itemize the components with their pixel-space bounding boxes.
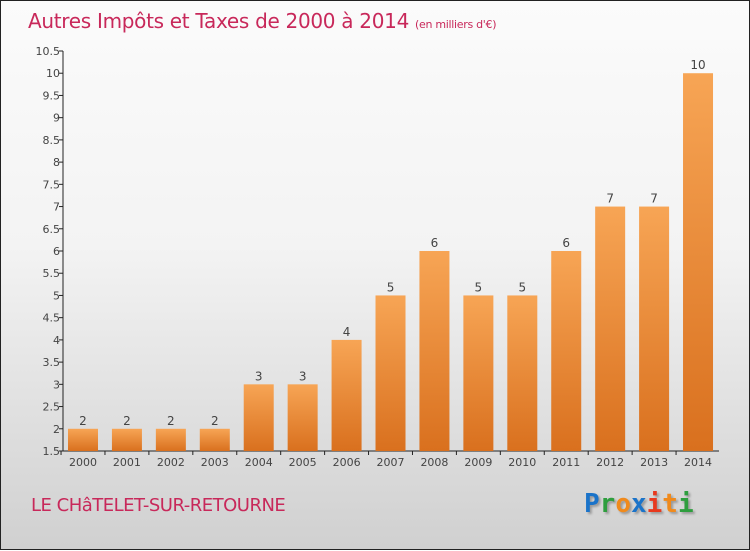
title-text: Autres Impôts et Taxes de 2000 à 2014 <box>28 9 409 33</box>
data-label: 7 <box>606 192 614 206</box>
logo-letter: o <box>615 489 631 519</box>
bar <box>199 428 230 451</box>
x-tick-label: 2008 <box>420 456 448 469</box>
logo-letter: t <box>662 489 678 519</box>
chart-subtitle: (en milliers d'€) <box>415 18 497 31</box>
data-label: 10 <box>690 58 705 72</box>
logo-letter: i <box>677 489 694 519</box>
x-tick-label: 2002 <box>157 456 185 469</box>
data-label: 2 <box>167 414 175 428</box>
y-tick-label: 3 <box>53 378 60 391</box>
bar <box>639 206 670 451</box>
x-tick-label: 2012 <box>596 456 624 469</box>
bar <box>331 339 362 451</box>
logo-letter: x <box>630 489 647 519</box>
bar <box>68 428 98 451</box>
x-tick-label: 2005 <box>289 456 317 469</box>
data-label: 6 <box>562 236 570 250</box>
bar <box>419 251 450 451</box>
x-tick-label: 2014 <box>684 456 712 469</box>
y-tick-label: 2.5 <box>43 401 61 414</box>
bar <box>595 206 626 451</box>
logo-letter: P <box>584 489 600 519</box>
data-label: 6 <box>431 236 439 250</box>
y-tick-label: 7 <box>53 201 60 214</box>
bar <box>155 428 186 451</box>
data-label: 5 <box>387 280 395 294</box>
x-tick-label: 2001 <box>113 456 141 469</box>
y-tick-label: 10.5 <box>36 45 61 58</box>
x-tick-label: 2000 <box>69 456 97 469</box>
x-tick-label: 2010 <box>508 456 536 469</box>
y-tick-label: 2 <box>53 423 60 436</box>
data-label: 4 <box>343 325 351 339</box>
x-tick-label: 2013 <box>640 456 668 469</box>
data-label: 2 <box>123 414 131 428</box>
data-label: 5 <box>475 280 483 294</box>
y-tick-label: 9.5 <box>43 89 61 102</box>
data-label: 2 <box>79 414 87 428</box>
y-tick-label: 3.5 <box>43 356 61 369</box>
bar <box>287 384 318 451</box>
x-tick-label: 2009 <box>464 456 492 469</box>
x-tick-label: 2007 <box>377 456 405 469</box>
logo-letter: r <box>599 489 616 519</box>
location-name: LE CHâTELET-SUR-RETOURNE <box>31 495 286 516</box>
x-tick-label: 2003 <box>201 456 229 469</box>
data-label: 3 <box>255 369 263 383</box>
x-tick-label: 2006 <box>333 456 361 469</box>
y-tick-label: 6.5 <box>43 223 61 236</box>
bar <box>375 295 406 451</box>
x-tick-label: 2004 <box>245 456 273 469</box>
data-label: 7 <box>650 192 658 206</box>
y-tick-label: 4 <box>53 334 60 347</box>
y-tick-label: 5.5 <box>43 267 61 280</box>
chart-title: Autres Impôts et Taxes de 2000 à 2014 (en… <box>28 9 496 33</box>
bar <box>551 251 582 451</box>
y-tick-label: 9 <box>53 112 60 125</box>
data-label: 3 <box>299 369 307 383</box>
bar <box>683 73 714 451</box>
bar <box>243 384 274 451</box>
bar <box>507 295 538 451</box>
y-tick-label: 4.5 <box>43 312 61 325</box>
logo-letter: i <box>646 489 663 519</box>
bar <box>111 428 142 451</box>
y-tick-label: 8 <box>53 156 60 169</box>
y-tick-label: 5 <box>53 289 60 302</box>
data-label: 5 <box>518 280 526 294</box>
y-tick-label: 10 <box>46 67 60 80</box>
data-label: 2 <box>211 414 219 428</box>
y-tick-label: 7.5 <box>43 178 61 191</box>
x-tick-label: 2011 <box>552 456 580 469</box>
y-tick-label: 1.5 <box>43 445 61 458</box>
proxiti-logo: Proxiti <box>584 489 694 519</box>
y-tick-label: 6 <box>53 245 60 258</box>
y-tick-label: 8.5 <box>43 134 61 147</box>
bar <box>463 295 494 451</box>
